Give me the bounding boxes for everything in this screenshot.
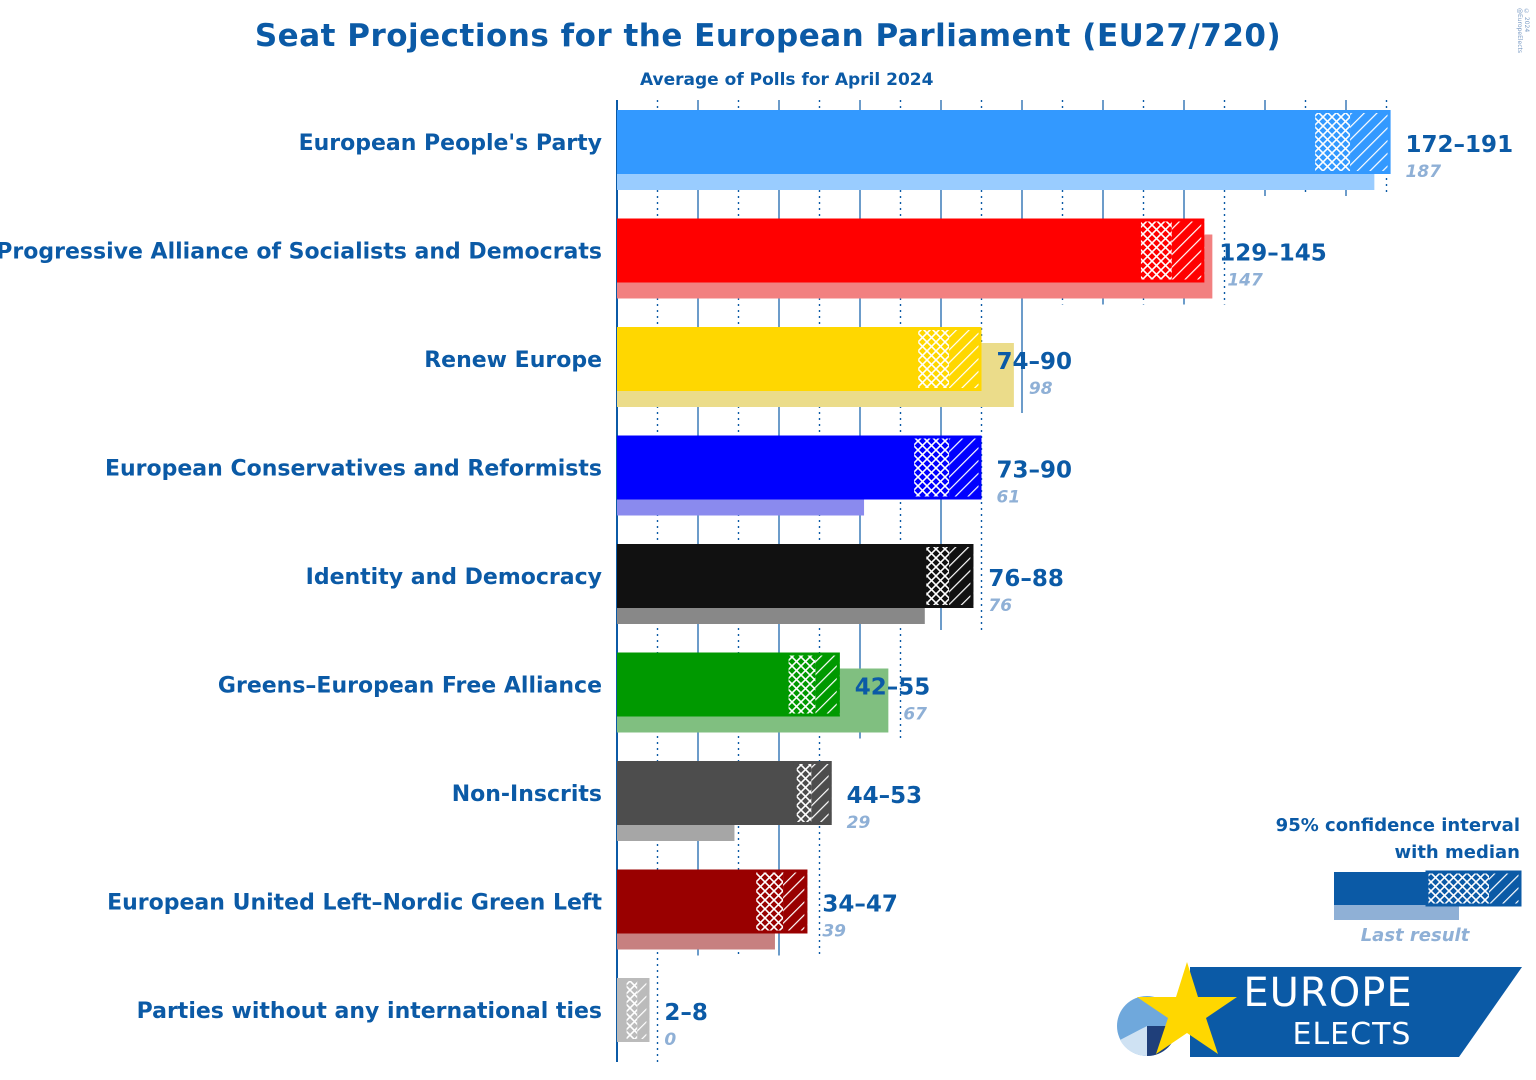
ci-outline	[793, 761, 832, 825]
ci-outline	[785, 652, 840, 717]
chart-title: Seat Projections for the European Parlia…	[254, 18, 1282, 54]
projection-bar	[617, 327, 917, 391]
ci-outline	[923, 544, 974, 608]
ci-upper-hatch	[1350, 110, 1391, 174]
projection-bar	[617, 110, 1314, 174]
europe-elects-logo: EUROPE ELECTS	[1117, 962, 1522, 1057]
party-label: Parties without any international ties	[137, 999, 602, 1024]
last-result-label: 39	[822, 922, 846, 942]
ci-outline	[1312, 110, 1391, 174]
logo-text-elects: ELECTS	[1293, 1017, 1412, 1052]
projection-bar	[617, 544, 925, 608]
legend-line-2: with median	[1395, 842, 1520, 863]
logo-star-icon	[1137, 962, 1237, 1054]
last-result-label: 29	[847, 813, 871, 833]
party-label: Greens–European Free Alliance	[218, 674, 602, 699]
ci-lower-hatch	[912, 435, 950, 500]
range-label: 2–8	[664, 1000, 708, 1026]
ci-lower-hatch	[916, 327, 950, 391]
party-label: European United Left–Nordic Green Left	[107, 891, 602, 916]
ci-outline	[1137, 218, 1205, 283]
logo-text-europe: EUROPE	[1243, 970, 1412, 1016]
ci-upper-hatch	[1171, 218, 1205, 283]
copyright-note: © 2024 @EuropeElects	[1516, 8, 1530, 54]
ci-upper-hatch	[637, 978, 650, 1042]
party-label: Renew Europe	[424, 348, 602, 373]
ci-lower-hatch	[625, 978, 638, 1042]
ci-outline	[753, 869, 808, 934]
projection-bar	[617, 652, 788, 717]
ci-outline	[623, 978, 650, 1042]
ci-outline	[915, 327, 982, 391]
ci-lower-hatch	[1313, 110, 1351, 174]
legend-ci-low	[1427, 872, 1489, 905]
ci-lower-hatch	[1139, 218, 1172, 283]
party-label: Identity and Democracy	[306, 565, 602, 590]
ci-upper-hatch	[949, 327, 982, 391]
projection-bar	[617, 218, 1140, 283]
ci-upper-hatch	[815, 652, 840, 717]
party-label: European People's Party	[299, 131, 602, 156]
last-result-label: 187	[1406, 162, 1442, 182]
legend-line-1: 95% confidence interval	[1276, 815, 1520, 836]
ci-upper-hatch	[811, 761, 832, 825]
range-label: 74–90	[997, 349, 1073, 375]
projection-bar	[617, 435, 913, 500]
legend-ci-outline	[1425, 870, 1522, 907]
range-label: 34–47	[822, 892, 898, 918]
range-label: 42–55	[855, 675, 931, 701]
ci-lower-hatch	[924, 544, 950, 608]
ci-upper-hatch	[949, 435, 982, 500]
legend: 95% confidence interval with median Last…	[1276, 815, 1522, 946]
ci-lower-hatch	[787, 652, 816, 717]
range-label: 129–145	[1219, 241, 1327, 267]
last-result-label: 0	[664, 1030, 676, 1050]
last-result-label: 98	[1029, 379, 1053, 399]
ci-lower-hatch	[795, 761, 812, 825]
range-label: 73–90	[997, 458, 1073, 484]
projection-bar	[617, 869, 755, 934]
ci-upper-hatch	[783, 869, 808, 934]
last-result-label: 67	[903, 705, 927, 725]
party-label: Non-Inscrits	[452, 782, 602, 807]
logo-banner	[1190, 967, 1522, 1057]
projection-bar	[617, 761, 796, 825]
party-label: Progressive Alliance of Socialists and D…	[0, 240, 602, 265]
legend-ci-high	[1489, 872, 1520, 905]
last-result-label: 61	[997, 488, 1021, 508]
logo-pie-slice-light	[1120, 1026, 1147, 1057]
legend-last-result: Last result	[1361, 925, 1471, 946]
range-label: 172–191	[1406, 132, 1514, 158]
last-result-label: 147	[1227, 271, 1263, 291]
last-result-label: 76	[988, 596, 1012, 616]
range-label: 76–88	[988, 566, 1064, 592]
range-label: 44–53	[847, 783, 923, 809]
party-label: European Conservatives and Reformists	[105, 457, 602, 482]
ci-outline	[911, 435, 982, 500]
bars-group: European People's Party 172–191 187 Progres…	[0, 110, 1513, 1050]
projection-bar	[617, 978, 626, 1042]
chart-subtitle: Average of Polls for April 2024	[640, 70, 934, 90]
ci-lower-hatch	[754, 869, 784, 934]
ci-upper-hatch	[949, 544, 974, 608]
